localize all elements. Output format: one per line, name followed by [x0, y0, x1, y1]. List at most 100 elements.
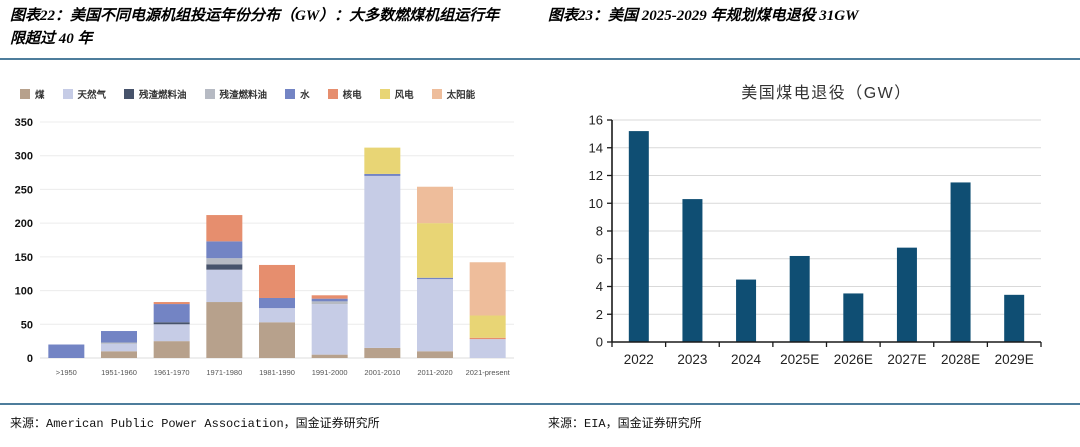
x-axis-label: 2028E — [941, 352, 980, 367]
bar — [682, 199, 703, 342]
bar-segment — [417, 277, 453, 280]
y-axis-label: 6 — [596, 251, 603, 266]
bar-segment — [311, 304, 348, 355]
x-axis-label: 1961-1970 — [154, 368, 190, 377]
legend-swatch-icon — [124, 89, 135, 99]
x-axis-label: 1951-1960 — [101, 368, 137, 377]
bar-segment — [206, 269, 243, 303]
x-axis-label: 2001-2010 — [364, 368, 400, 377]
chart-title: 美国煤电退役（GW） — [741, 84, 912, 102]
bar-segment — [311, 301, 348, 305]
bar-segment — [206, 258, 243, 265]
figure22-chart-area: 煤 天然气 残渣燃料油 残渣燃料油 水 核电 风电 太阳能 0 50 100 150 200 250 30… — [0, 60, 540, 403]
coal-retirement-bar-chart: 美国煤电退役（GW）2022 2023 2024 2025E 2026E 2027E 202… — [589, 84, 1042, 367]
bar — [843, 293, 864, 342]
x-axis-label: 1991-2000 — [312, 368, 348, 377]
bar-segment — [48, 344, 85, 358]
legend-label: 残渣燃料油 — [219, 90, 268, 101]
x-axis-label: 2011-2020 — [417, 368, 452, 377]
y-axis-label: 150 — [15, 252, 33, 264]
bar-segment — [417, 223, 453, 278]
legend-item: 残渣燃料油 — [204, 87, 268, 101]
charts-row: 煤天然气 残渣燃料油 残渣燃料油水核电 风电 太阳能 0 50 100 150 200 250 30… — [0, 60, 1080, 403]
x-axis-label: >1950 — [56, 368, 77, 377]
y-axis-label: 350 — [15, 117, 33, 129]
y-axis-label: 100 — [15, 286, 33, 298]
legend-swatch-icon — [285, 89, 296, 99]
x-axis-label: 2027E — [887, 352, 926, 367]
figure22-source: 来源：American Public Power Association，国金证… — [10, 417, 380, 431]
y-axis-label: 8 — [596, 224, 603, 239]
bar — [628, 131, 649, 342]
figure-titles-row: 图表22：美国不同电源机组投运年份分布（GW）：大多数燃煤机组运行年限超过 40… — [0, 0, 1080, 60]
legend-label: 核电 — [342, 90, 362, 101]
bar-segment — [153, 322, 190, 325]
figure23-chart-area: 美国煤电退役（GW） 2022 2023 2024 2025E 2026E 2027E 202… — [540, 60, 1080, 403]
legend-item: 天然气 — [62, 87, 106, 101]
y-axis-label: 0 — [27, 353, 33, 365]
legend-item: 煤 — [20, 87, 45, 101]
y-axis-label: 14 — [589, 140, 603, 155]
bar-segment — [469, 262, 506, 316]
bar-segment — [469, 337, 506, 340]
legend-label: 水 — [300, 90, 310, 101]
bar-segment — [364, 147, 401, 174]
bar-segment — [469, 315, 506, 338]
legend-swatch-icon — [204, 89, 215, 99]
y-axis-label: 2 — [596, 307, 603, 322]
bar-segment — [364, 347, 401, 358]
y-axis-label: 12 — [589, 168, 603, 183]
power-units-stacked-bar-chart: 0 50 100 150 200 250 300 350 >1950 1951-1960 1961-… — [15, 117, 514, 377]
bar-segment — [311, 298, 348, 302]
bar-segment — [417, 351, 453, 358]
y-axis-label: 10 — [589, 196, 603, 211]
x-axis-label: 2024 — [731, 352, 762, 367]
bar-segment — [417, 279, 453, 352]
y-axis-label: 50 — [21, 319, 33, 331]
legend-label: 太阳能 — [446, 90, 476, 101]
bar — [736, 279, 757, 342]
legend-swatch-icon — [62, 89, 73, 99]
x-axis-label: 2026E — [834, 352, 873, 367]
x-axis-label: 1971-1980 — [206, 368, 242, 377]
bar-segment — [101, 343, 137, 352]
bar-segment — [364, 173, 401, 176]
y-axis-label: 0 — [596, 335, 603, 350]
bar-segment — [311, 354, 348, 358]
y-axis-label: 16 — [589, 113, 603, 128]
bar-segment — [101, 331, 137, 343]
legend-swatch-icon — [20, 89, 30, 99]
bar-segment — [206, 215, 243, 242]
legend-swatch-icon — [379, 89, 390, 99]
bar-segment — [101, 342, 137, 344]
bar — [950, 182, 971, 342]
legend-swatch-icon — [431, 89, 442, 99]
bar-segment — [417, 186, 453, 224]
bar-segment — [153, 324, 190, 342]
x-axis-label: 2029E — [995, 352, 1034, 367]
legend-swatch-icon — [327, 89, 338, 99]
bar — [1004, 294, 1025, 342]
chart-legend: 煤 天然气 残渣燃料油 残渣燃料油 水 核电 风电 太阳能 — [20, 87, 540, 101]
x-axis-label: 2022 — [624, 352, 654, 367]
bar-segment — [206, 302, 243, 358]
bar-segment — [206, 264, 243, 270]
legend-item: 风电 — [379, 87, 414, 101]
y-axis-label: 250 — [15, 184, 33, 196]
bar-segment — [259, 322, 295, 358]
bar-segment — [364, 175, 401, 348]
bar-segment — [153, 304, 190, 323]
x-axis-label: 1981-1990 — [259, 368, 295, 377]
y-axis-label: 200 — [15, 218, 33, 230]
bar-segment — [311, 295, 348, 299]
bar-segment — [153, 302, 190, 305]
bar — [896, 247, 917, 342]
bar-segment — [153, 341, 190, 358]
legend-label: 残渣燃料油 — [139, 90, 187, 101]
x-axis-label: 2023 — [677, 352, 707, 367]
bar — [789, 255, 810, 342]
sources-row: 来源：American Public Power Association，国金证… — [0, 403, 1080, 431]
x-axis-label: 2025E — [780, 352, 819, 367]
bar-segment — [259, 297, 295, 309]
